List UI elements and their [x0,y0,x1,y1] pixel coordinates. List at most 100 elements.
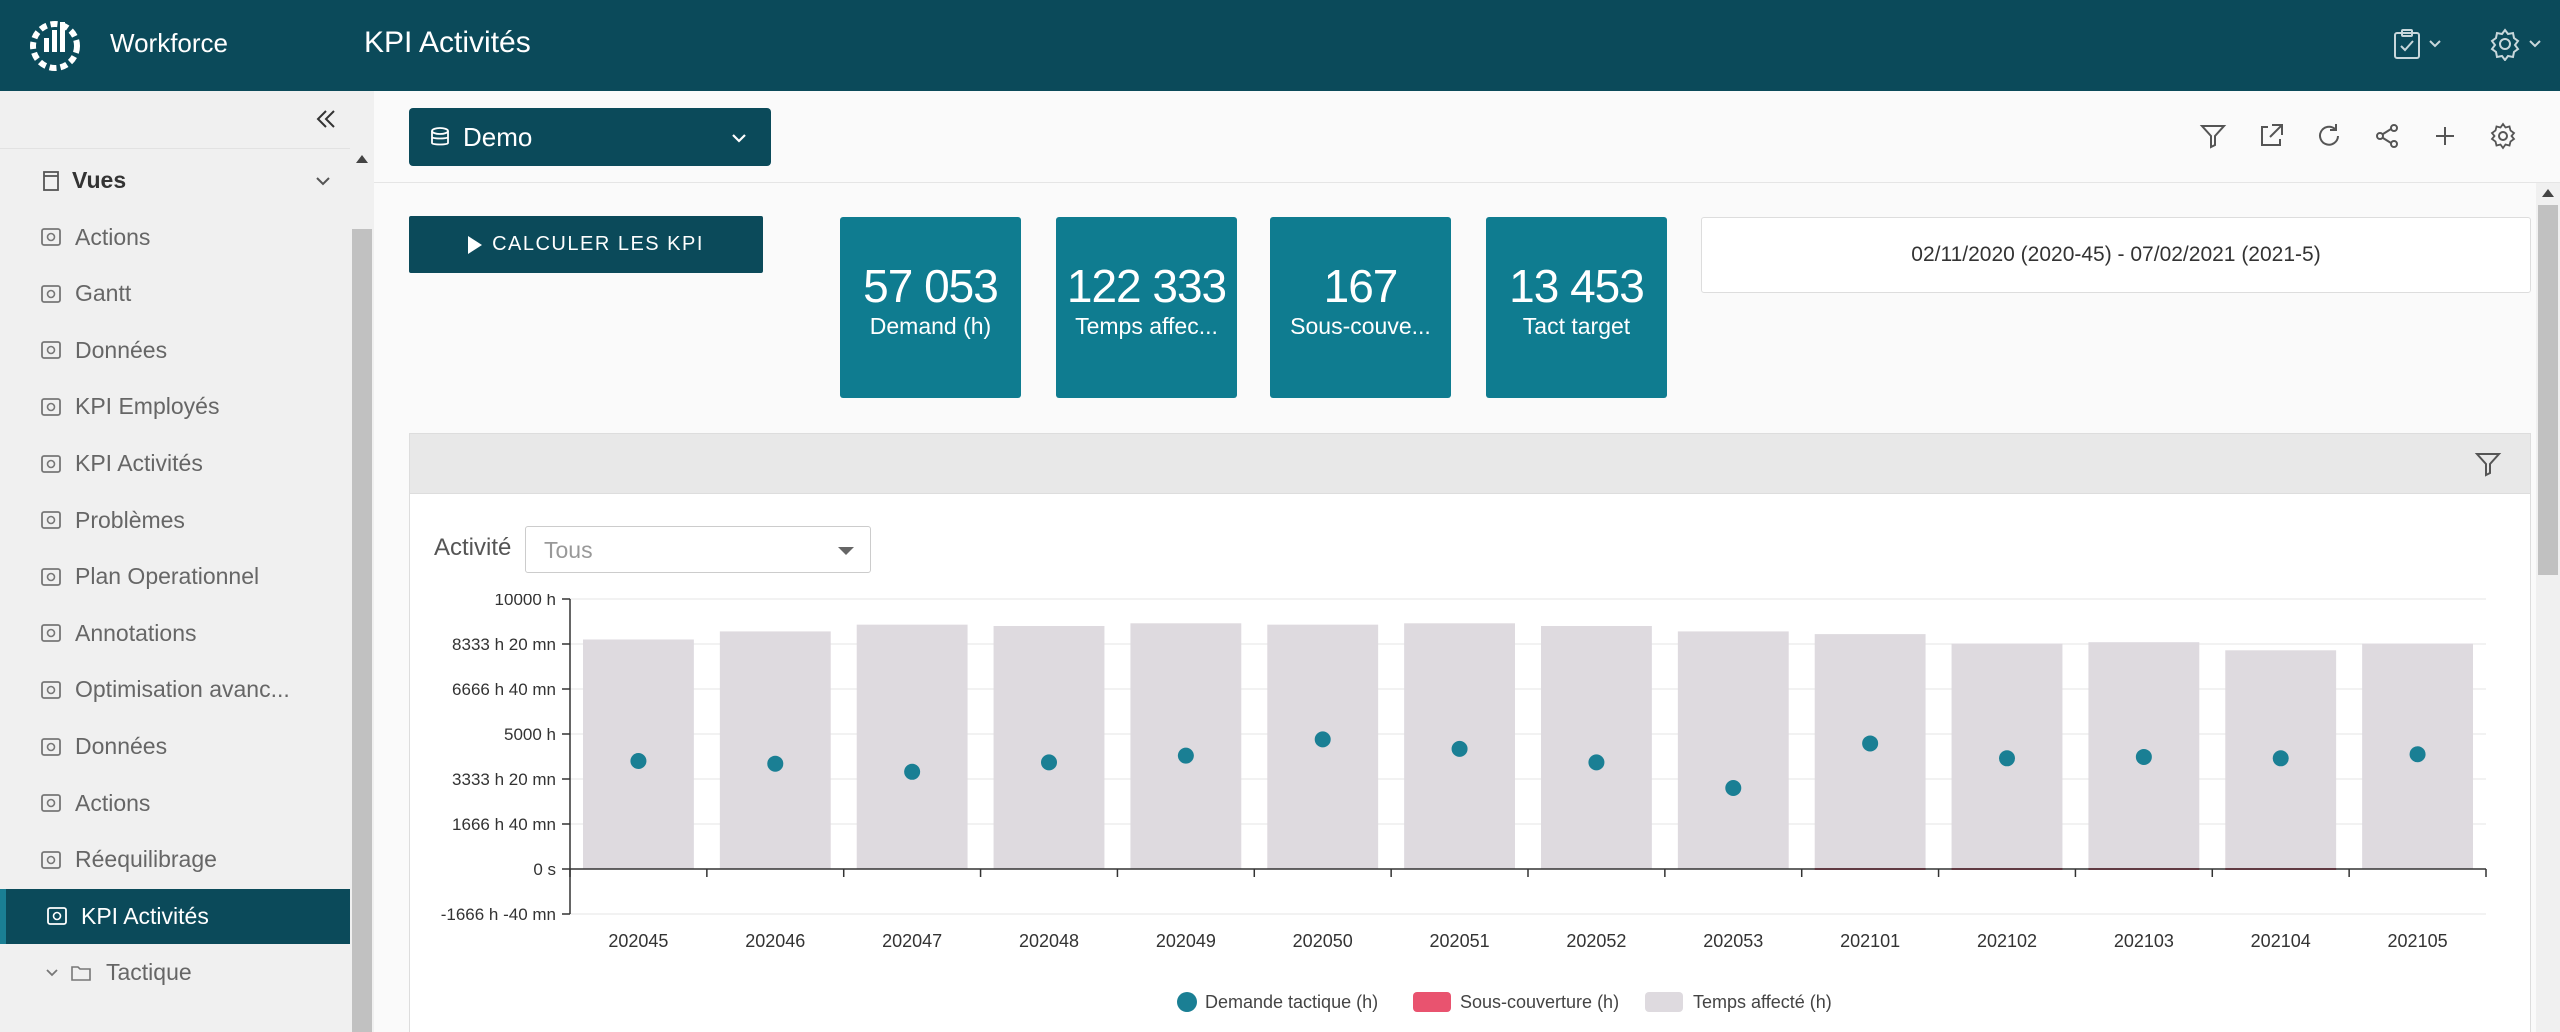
refresh-icon[interactable] [2314,121,2344,151]
database-icon [431,127,449,146]
sidebar-item[interactable]: Données [0,719,350,774]
x-tick-label: 202046 [745,931,805,951]
external-link-icon[interactable] [2256,121,2286,151]
bar-temps-affecte [993,626,1105,869]
point-demande-tactique [1862,735,1879,752]
top-header: Workforce KPI Activités [0,0,2560,91]
sidebar-item[interactable]: Réequilibrage [0,832,350,887]
document-icon [43,170,59,191]
point-demande-tactique [1177,747,1194,764]
calculate-kpi-button[interactable]: CALCULER LES KPI [409,216,763,273]
view-icon [41,680,61,699]
content-scrollbar[interactable] [2536,183,2560,1032]
view-icon [41,284,61,303]
point-demande-tactique [1588,754,1605,771]
sidebar-item-label: Réequilibrage [75,846,217,873]
x-tick-label: 202105 [2388,931,2448,951]
sidebar-item[interactable]: Actions [0,776,350,831]
view-icon [41,794,61,812]
x-tick-label: 202045 [608,931,668,951]
view-icon [41,850,61,869]
sidebar-item[interactable]: KPI Activités [0,888,350,944]
filter-icon[interactable] [2198,121,2228,151]
sidebar-section-vues[interactable]: Vues [0,153,350,208]
scrollbar-thumb[interactable] [352,229,372,1032]
database-selector[interactable]: Demo [409,108,771,166]
share-icon[interactable] [2372,121,2402,151]
main-content: Demo CALCULER LES KPI 57 053 Demand (h) … [374,91,2560,1032]
legend-swatch-sous-couverture [1413,992,1451,1012]
chevron-down-icon[interactable] [44,965,60,981]
workforce-logo-icon[interactable] [28,16,82,74]
point-demande-tactique [2135,748,2152,765]
bar-temps-affecte [1814,634,1926,869]
sidebar-item-label: Gantt [75,280,132,307]
legend-label: Demande tactique (h) [1205,992,1378,1012]
sidebar-item-label: Annotations [75,619,197,646]
sidebar: Vues Actions Gantt Données KPI Employés KPI A… [0,91,374,1032]
play-icon [468,235,483,254]
sidebar-item[interactable]: Optimisation avanc... [0,662,350,717]
chart-panel-header [410,434,2530,494]
settings-menu[interactable] [2488,24,2542,64]
kpi-tile-sous-couverture[interactable]: 167 Sous-couve... [1270,217,1451,398]
sidebar-item[interactable]: Plan Operationnel [0,549,350,604]
y-tick-label: 3333 h 20 mn [452,770,556,789]
sidebar-item[interactable]: Gantt [0,266,350,321]
kpi-tile-demand[interactable]: 57 053 Demand (h) [840,217,1021,398]
sidebar-item-label: Données [75,733,168,759]
sidebar-item[interactable]: KPI Activités [0,436,350,491]
sidebar-item[interactable]: KPI Employés [0,379,350,434]
point-demande-tactique [1725,779,1742,796]
clipboard-check-icon [2394,29,2420,59]
toolbar: Demo [374,91,2560,183]
legend-swatch-demande [1177,992,1197,1012]
scroll-up-arrow-icon[interactable] [2542,189,2554,197]
activity-filter-label: Activité [434,534,512,561]
bar-temps-affecte [1130,623,1242,869]
sidebar-item-label: Données [75,336,168,363]
date-range-picker[interactable]: 02/11/2020 (2020-45) - 07/02/2021 (2021-… [1701,217,2531,293]
bar-temps-affecte [1541,626,1652,869]
x-tick-label: 202103 [2114,931,2174,951]
kpi-tile-tact-target[interactable]: 13 453 Tact target [1486,217,1667,398]
view-icon [47,907,67,926]
view-icon [41,624,61,643]
collapse-sidebar-icon[interactable] [312,105,340,133]
sidebar-item[interactable]: Annotations [0,606,350,661]
chevron-down-icon [2429,40,2441,48]
sidebar-item[interactable]: Actions [0,210,350,265]
point-demande-tactique [1314,731,1331,748]
point-demande-tactique [630,752,647,769]
activity-select[interactable]: Tous [525,526,871,573]
kpi-tile-temps-affecte[interactable]: 122 333 Temps affec... [1056,217,1237,398]
scroll-up-arrow-icon[interactable] [356,155,368,163]
scrollbar-thumb[interactable] [2538,205,2558,575]
filter-icon[interactable] [2474,450,2502,478]
sidebar-item-label: Vues [72,167,127,193]
y-tick-label: 5000 h [504,725,556,744]
kpi-label: Sous-couve... [1290,313,1431,339]
chevron-down-icon[interactable] [312,170,334,192]
sidebar-nav: Vues Actions Gantt Données KPI Employés KPI A… [0,149,350,1032]
sidebar-item[interactable]: Données [0,323,350,378]
x-tick-label: 202102 [1977,931,2037,951]
sidebar-scrollbar[interactable] [350,149,374,1032]
legend-swatch-temps-affecte [1645,992,1683,1012]
gear-icon[interactable] [2488,121,2518,151]
sidebar-item[interactable]: Problèmes [0,493,350,548]
bar-temps-affecte [719,631,831,869]
sidebar-item-label: KPI Activités [81,902,209,929]
legend-label: Temps affecté (h) [1693,992,1832,1012]
x-tick-label: 202053 [1703,931,1763,951]
view-icon [41,737,61,756]
sidebar-folder[interactable]: Tactique [0,945,350,1000]
add-icon[interactable] [2430,121,2460,151]
y-tick-label: 6666 h 40 mn [452,680,556,699]
point-demande-tactique [2409,746,2426,763]
y-tick-label: 1666 h 40 mn [452,815,556,834]
sidebar-item-label: KPI Employés [75,393,220,420]
y-tick-label: 10000 h [495,594,556,609]
tasks-menu[interactable] [2392,24,2442,64]
calculate-kpi-label: CALCULER LES KPI [492,233,704,255]
